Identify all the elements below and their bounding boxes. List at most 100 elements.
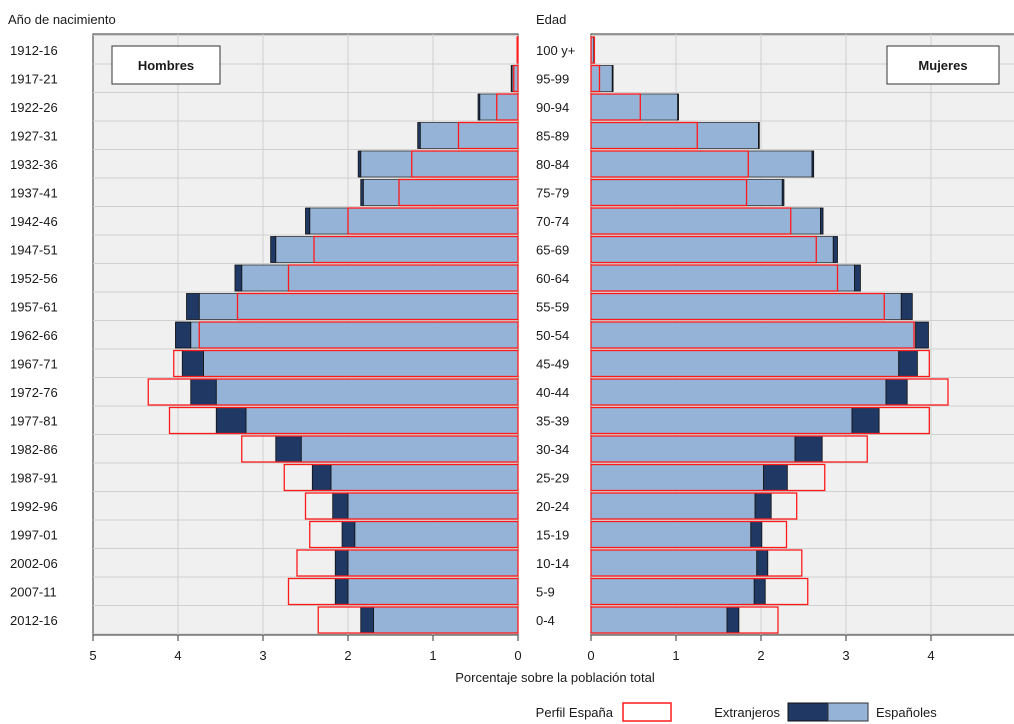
x-tick-label-left: 4: [174, 648, 181, 663]
men-extranjeros-bar: [190, 378, 217, 406]
men-panel-label: Hombres: [138, 58, 194, 73]
women-perfil-outline: [590, 606, 779, 634]
women-espanoles-bar: [590, 179, 783, 206]
birth-year-label: 1947-51: [10, 243, 58, 258]
x-tick-label-right: 4: [927, 648, 934, 663]
x-tick-label-right: 2: [757, 648, 764, 663]
women-perfil-outline: [590, 463, 826, 492]
women-espanoles-bar: [590, 464, 764, 491]
left-axis-title: Año de nacimiento: [8, 12, 116, 27]
birth-year-label: 1977-81: [10, 414, 58, 429]
women-espanoles-bar: [590, 264, 855, 292]
age-group-label: 95-99: [536, 72, 569, 87]
legend-perfil-label: Perfil España: [536, 705, 614, 720]
women-espanoles-bar: [590, 435, 796, 463]
women-perfil-outline: [590, 264, 839, 292]
men-perfil-outline: [513, 64, 519, 93]
men-extranjeros-bar: [417, 122, 421, 149]
women-extranjeros-bar: [794, 435, 823, 463]
men-perfil-outline: [241, 435, 519, 463]
women-espanoles-bar: [590, 93, 679, 121]
center-axis-title: Edad: [536, 12, 566, 27]
birth-year-label: 1957-61: [10, 300, 58, 315]
age-group-label: 85-89: [536, 129, 569, 144]
age-group-label: 40-44: [536, 385, 569, 400]
women-perfil-outline: [590, 207, 792, 235]
age-group-label: 5-9: [536, 585, 555, 600]
men-extranjeros-bar: [334, 549, 349, 577]
men-extranjeros-bar: [215, 407, 247, 434]
men-extranjeros-bar: [181, 350, 204, 377]
men-espanoles-bar: [479, 93, 519, 121]
x-axis-label: Porcentaje sobre la población total: [455, 670, 655, 685]
men-perfil-outline: [173, 349, 519, 378]
legend-perfil-swatch: [622, 702, 672, 722]
men-extranjeros-bar: [360, 179, 364, 206]
x-tick-label-left: 2: [344, 648, 351, 663]
men-espanoles-bar: [347, 549, 519, 577]
men-espanoles-bar: [190, 321, 519, 349]
age-group-label: 50-54: [536, 328, 569, 343]
men-perfil-outline: [147, 378, 519, 406]
women-perfil-outline: [590, 492, 798, 520]
men-extranjeros-bar: [510, 65, 513, 92]
legend: Perfil España Extranjeros Españoles: [536, 702, 937, 722]
birth-year-label: 1982-86: [10, 442, 58, 457]
women-extranjeros-bar: [885, 378, 908, 406]
age-group-label: 90-94: [536, 100, 569, 115]
grid-lines: [92, 34, 1014, 641]
women-espanoles-bar: [590, 492, 756, 520]
men-extranjeros-bar: [175, 321, 192, 349]
age-group-label: 15-19: [536, 528, 569, 543]
men-perfil-outline: [398, 178, 519, 207]
women-perfil-outline: [590, 406, 930, 435]
men-espanoles-bar: [245, 407, 519, 434]
men-espanoles-bar: [300, 435, 519, 463]
women-extranjeros-bar: [854, 264, 861, 292]
women-espanoles-bar: [590, 378, 887, 406]
women-perfil-outline: [590, 121, 698, 150]
women-espanoles-bar: [590, 606, 728, 634]
x-tick-label-right: 3: [842, 648, 849, 663]
men-perfil-outline: [496, 93, 519, 121]
men-perfil-outline: [304, 492, 519, 520]
women-espanoles-bar: [590, 122, 759, 149]
men-extranjeros-bar: [341, 521, 356, 548]
birth-year-label: 2002-06: [10, 556, 58, 571]
x-tick-label-left: 3: [259, 648, 266, 663]
women-extranjeros-bar: [611, 65, 614, 92]
men-espanoles-bar: [362, 179, 519, 206]
men-extranjeros-bar: [334, 578, 349, 605]
men-perfil-outline: [236, 292, 519, 321]
men-perfil-outline: [317, 606, 519, 634]
women-espanoles-bar: [590, 350, 900, 377]
men-extranjeros-bar: [357, 150, 362, 178]
women-extranjeros-bar: [750, 521, 763, 548]
age-group-label: 55-59: [536, 300, 569, 315]
women-perfil-outline: [590, 577, 809, 606]
women-perfil-outline: [590, 36, 596, 64]
men-label-box: [111, 45, 221, 85]
men-espanoles-bar: [198, 293, 519, 320]
birth-year-label: 1937-41: [10, 186, 58, 201]
birth-year-label: 1932-36: [10, 157, 58, 172]
men-espanoles-bar: [347, 492, 519, 520]
x-tick-label-left: 1: [429, 648, 436, 663]
women-extranjeros-bar: [851, 407, 880, 434]
men-perfil-outline: [287, 577, 519, 606]
women-espanoles-bar: [590, 150, 813, 178]
women-espanoles-bar: [590, 293, 902, 320]
women-extranjeros-bar: [915, 321, 929, 349]
birth-year-label: 1987-91: [10, 471, 58, 486]
men-perfil-outline: [198, 321, 519, 349]
men-extranjeros-bar: [275, 435, 302, 463]
birth-year-label: 1952-56: [10, 271, 58, 286]
women-perfil-outline: [590, 378, 949, 406]
x-tick-label-right: 1: [672, 648, 679, 663]
legend-espanoles-label: Españoles: [876, 705, 937, 720]
men-extranjeros-bar: [234, 264, 243, 292]
men-espanoles-bar: [330, 464, 519, 491]
women-extranjeros-bar: [753, 578, 766, 605]
women-perfil-outline: [590, 349, 930, 378]
